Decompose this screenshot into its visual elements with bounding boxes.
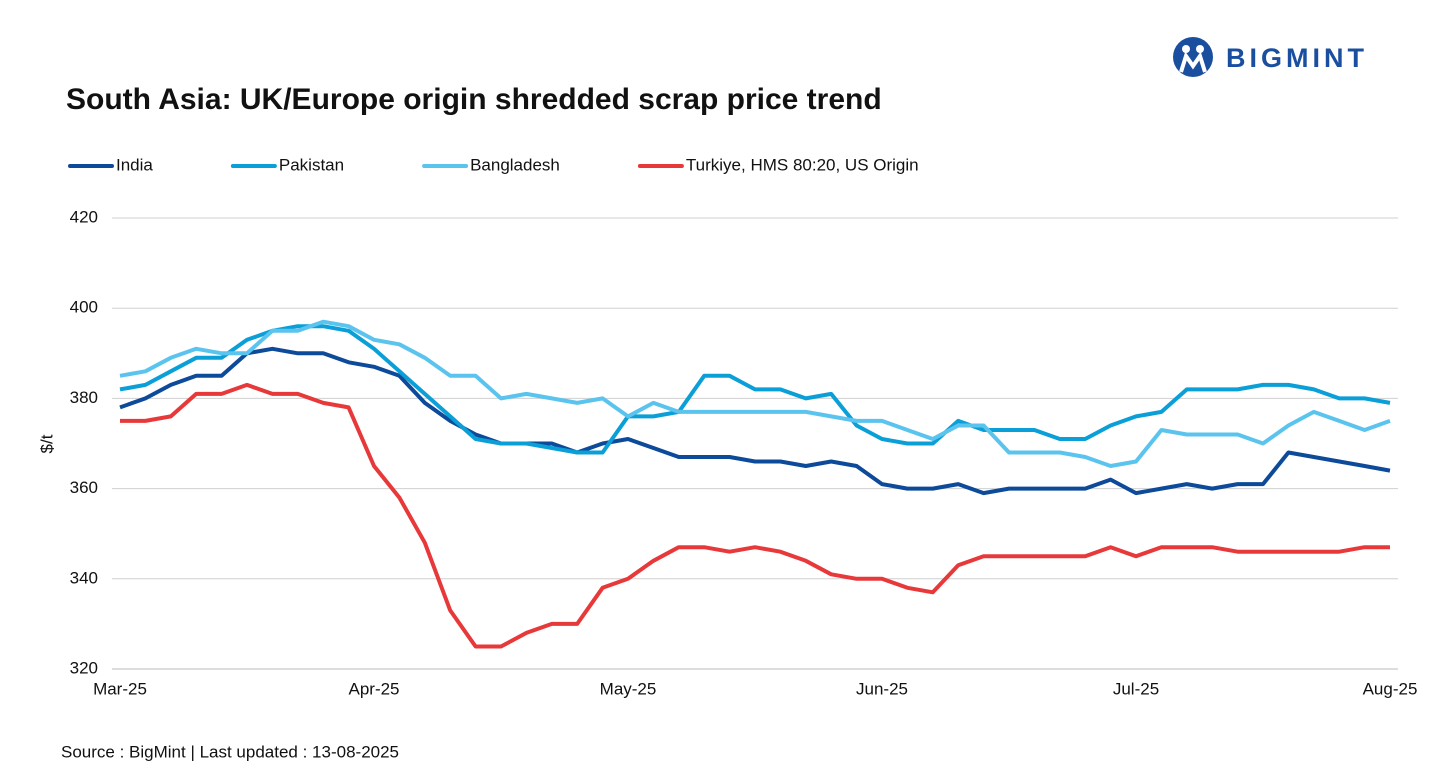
x-tick-label: Jun-25 — [856, 679, 908, 698]
x-tick-label: Aug-25 — [1363, 679, 1418, 698]
y-tick-label: 340 — [70, 568, 98, 587]
logo: BIGMINT — [1173, 37, 1368, 77]
x-tick-label: Apr-25 — [348, 679, 399, 698]
y-tick-label: 400 — [70, 298, 98, 317]
x-tick-label: Jul-25 — [1113, 679, 1159, 698]
legend-label: Pakistan — [279, 155, 344, 174]
series-line — [120, 382, 1390, 649]
x-tick-label: May-25 — [600, 679, 657, 698]
series-line — [119, 324, 1391, 455]
logo-icon — [1173, 37, 1213, 77]
logo-text: BIGMINT — [1226, 43, 1368, 73]
logo-icon — [1179, 51, 1207, 73]
series-line — [119, 346, 1391, 496]
source-note: Source : BigMint | Last updated : 13-08-… — [61, 742, 399, 761]
y-tick-label: 360 — [70, 478, 98, 497]
x-tick-label: Mar-25 — [93, 679, 147, 698]
logo-icon — [1196, 45, 1204, 53]
legend-label: Bangladesh — [470, 155, 560, 174]
legend-label: India — [116, 155, 153, 174]
legend-label: Turkiye, HMS 80:20, US Origin — [686, 155, 919, 174]
y-tick-label: 380 — [70, 388, 98, 407]
chart-title: South Asia: UK/Europe origin shredded sc… — [66, 83, 882, 116]
y-axis-label: $/t — [37, 434, 56, 453]
y-tick-label: 420 — [70, 207, 98, 226]
logo-icon — [1182, 45, 1190, 53]
y-tick-label: 320 — [70, 658, 98, 677]
series-line — [119, 319, 1391, 468]
